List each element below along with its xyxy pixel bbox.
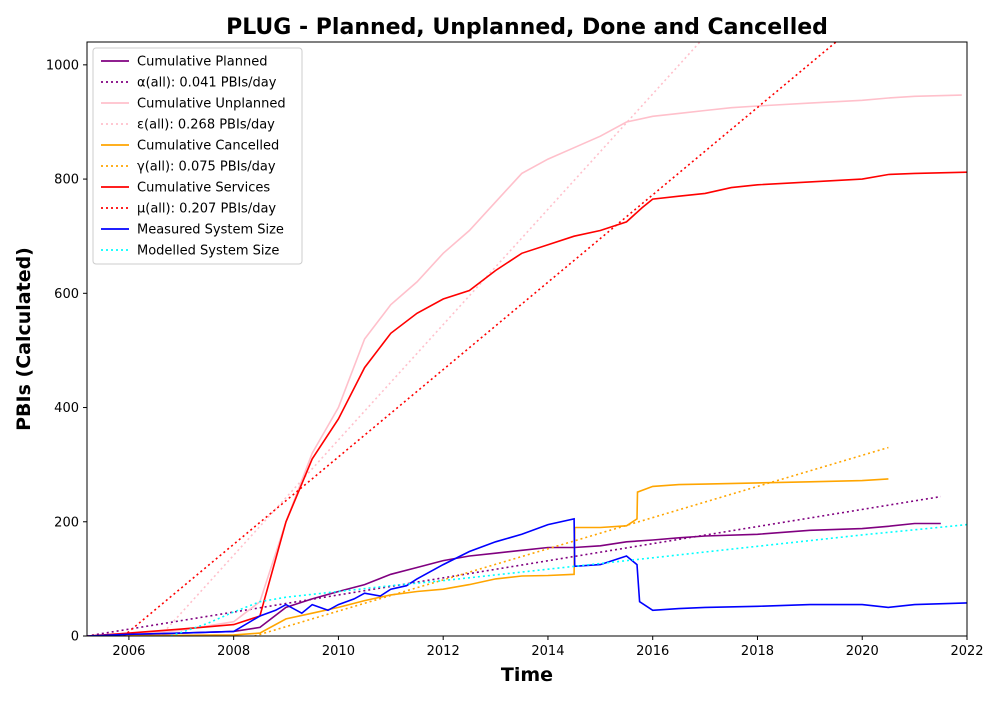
series-line-9 [87, 517, 967, 636]
x-axis: 2006 2008 2010 2012 2014 2016 2018 2020 2022 [112, 636, 984, 659]
series-line-4 [159, 42, 701, 636]
legend-label: Cumulative Cancelled [137, 139, 279, 154]
series-line-5 [87, 478, 889, 636]
legend-label: ε(all): 0.268 PBIs/day [137, 118, 275, 133]
legend-label: Measured System Size [137, 223, 284, 238]
x-tick-label: 2020 [846, 644, 879, 659]
y-axis: 0 200 400 600 800 1000 [46, 58, 87, 645]
x-tick-label: 2016 [636, 644, 669, 659]
legend: Cumulative Planned α(all): 0.041 PBIs/day… [92, 47, 303, 265]
x-tick-label: 2008 [217, 644, 250, 659]
y-axis-label: PBIs (Calculated) [13, 247, 35, 431]
y-tick-label: 200 [54, 515, 79, 530]
legend-label: γ(all): 0.075 PBIs/day [137, 160, 276, 175]
x-tick-label: 2018 [741, 644, 774, 659]
series-line-7 [87, 171, 967, 636]
y-tick-label: 400 [54, 401, 79, 416]
y-tick-label: 1000 [46, 58, 79, 73]
plot-frame [86, 41, 968, 637]
legend-label: Cumulative Services [137, 181, 270, 196]
x-tick-label: 2022 [950, 644, 983, 659]
legend-label: α(all): 0.041 PBIs/day [137, 76, 277, 91]
y-tick-label: 800 [54, 173, 79, 188]
legend-label: Cumulative Planned [137, 55, 267, 70]
legend-box [92, 47, 303, 265]
x-axis-label: Time [501, 664, 553, 686]
y-tick-label: 600 [54, 287, 79, 302]
legend-label: Cumulative Unplanned [137, 97, 286, 112]
series-line-10 [170, 523, 967, 636]
y-tick-label: 0 [71, 630, 79, 645]
x-tick-label: 2006 [112, 644, 145, 659]
series-line-3 [87, 94, 962, 636]
plot-area [86, 41, 968, 637]
legend-label: Modelled System Size [137, 244, 279, 259]
series-line-1 [87, 522, 941, 636]
series-line-2 [87, 495, 941, 636]
series-group [87, 42, 967, 636]
x-tick-label: 2012 [427, 644, 460, 659]
x-tick-label: 2010 [322, 644, 355, 659]
chart-title: PLUG - Planned, Unplanned, Done and Canc… [226, 15, 828, 40]
legend-label: μ(all): 0.207 PBIs/day [137, 202, 276, 217]
x-tick-label: 2014 [531, 644, 564, 659]
series-line-6 [254, 446, 889, 636]
